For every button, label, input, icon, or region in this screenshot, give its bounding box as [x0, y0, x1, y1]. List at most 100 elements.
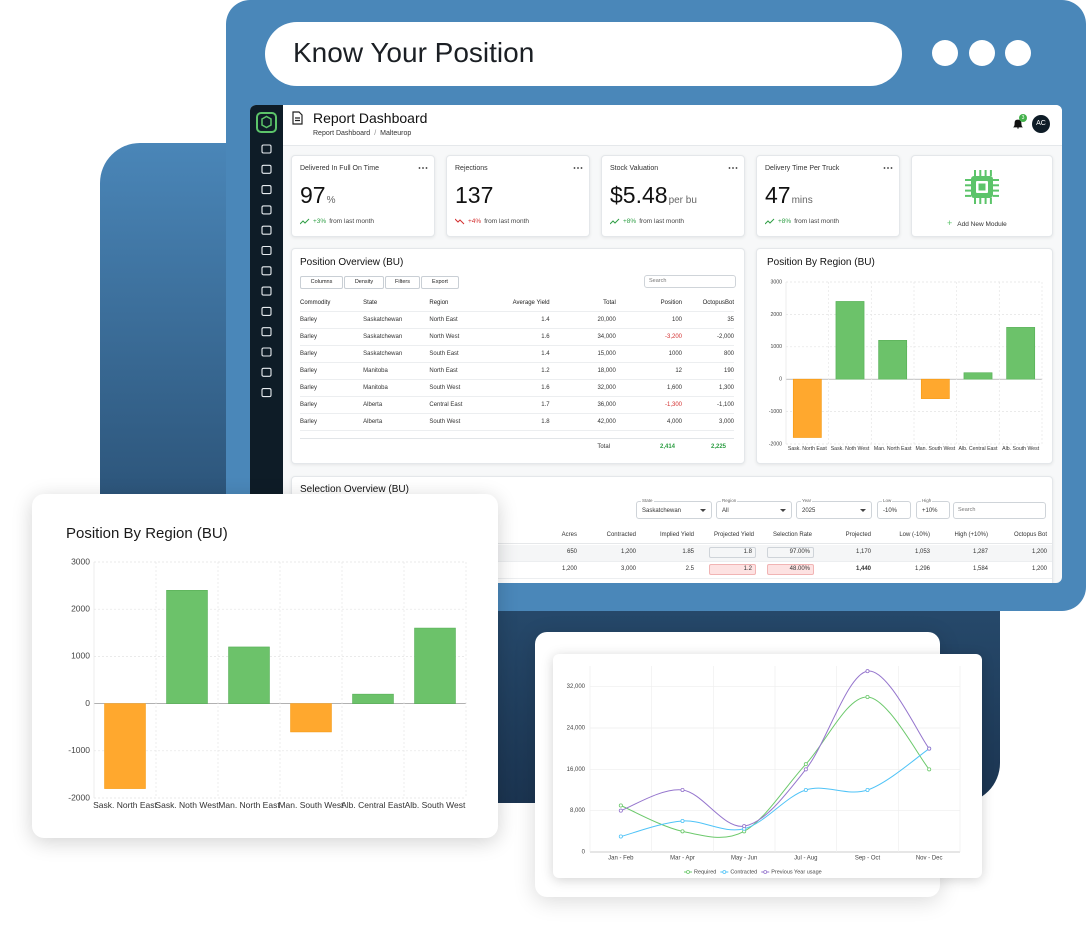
filter-field[interactable]: High +10%	[916, 498, 950, 519]
table-row[interactable]: Barley Saskatchewan South East 1.4 15,000 100…	[300, 345, 734, 363]
table-row[interactable]: Barley Alberta South West 1.8 42,000 4,000 3,0…	[300, 413, 734, 431]
nav-icon[interactable]	[261, 245, 272, 256]
table-cell: 190	[682, 362, 734, 380]
table-cell: 1.2	[490, 362, 550, 380]
kpi-change: +3% from last month	[300, 218, 374, 225]
kpi-label: Rejections	[455, 165, 488, 172]
table-cell: 18,000	[549, 362, 616, 380]
search-box[interactable]: Search	[644, 275, 736, 288]
column-header: State	[363, 295, 430, 312]
filter-field[interactable]: Year 2025	[796, 498, 872, 519]
table-cell: North West	[429, 328, 491, 346]
breadcrumb-item[interactable]: Report Dashboard	[313, 130, 371, 137]
menu-dot	[573, 167, 576, 169]
toolbar-button[interactable]: Filters	[385, 276, 420, 289]
nav-icon[interactable]	[261, 266, 272, 276]
input-cell[interactable]	[767, 547, 814, 558]
toolbar-button[interactable]: Density	[344, 276, 384, 289]
arrow	[860, 509, 866, 512]
menu-dots[interactable]	[728, 166, 738, 170]
column-header: OctopusBot	[682, 295, 734, 312]
legend-label[interactable]: Required	[694, 869, 716, 875]
menu-dots[interactable]	[418, 166, 428, 170]
nav-icon[interactable]	[261, 225, 272, 235]
chip-pin	[965, 179, 971, 181]
nav-icon[interactable]	[261, 388, 272, 398]
input-cell[interactable]	[709, 547, 756, 558]
input-cell[interactable]	[709, 564, 756, 575]
table-row[interactable]: Barley Manitoba South West 1.6 32,000 1,600 1,…	[300, 379, 734, 397]
data-point	[803, 787, 808, 792]
x-tick-label: Man. South West	[278, 800, 344, 810]
table-cell: South West	[429, 379, 491, 397]
table-cell: Saskatchewan	[363, 328, 430, 346]
column-header: Projected Yield	[713, 532, 754, 538]
nav-icon[interactable]	[261, 367, 272, 377]
x-tick-label: Sask. Noth West	[155, 800, 219, 810]
add-module-label: Add New Module	[957, 221, 1007, 228]
table-cell: 1.8	[490, 413, 550, 431]
arrow	[700, 509, 706, 512]
notification-badge: 3	[1019, 114, 1027, 122]
menu-dots[interactable]	[573, 166, 583, 170]
input-cell[interactable]	[767, 564, 814, 575]
legend-marker	[722, 870, 727, 874]
nav-icon[interactable]	[261, 327, 272, 337]
region-chart-card: Position By Region (BU) -2000 -1000 0 1000 20…	[756, 248, 1053, 464]
breadcrumb: Report Dashboard / Malteurop	[313, 130, 411, 137]
nav-icon[interactable]	[261, 205, 272, 215]
legend-label[interactable]: Contracted	[730, 869, 757, 875]
bell-icon[interactable]	[1012, 118, 1024, 130]
data-point	[680, 818, 685, 823]
bell-shape	[1013, 119, 1023, 129]
add-module-card[interactable]: + Add New Module	[911, 155, 1053, 237]
breadcrumb-item[interactable]: Malteurop	[380, 130, 412, 137]
filter-field[interactable]: Region All	[716, 498, 792, 519]
nav-icon[interactable]	[261, 185, 272, 195]
search-box[interactable]: Search	[953, 502, 1046, 519]
table-cell: 3,000	[682, 413, 734, 431]
bar	[228, 646, 270, 704]
nav-icon[interactable]	[261, 144, 272, 154]
line-chart: 0 8,000 16,000 24,000 32,000 Jan - Feb Mar - A…	[567, 666, 961, 875]
table-row[interactable]: Barley Saskatchewan North East 1.4 20,000 100…	[300, 311, 734, 329]
y-tick-label: -2000	[769, 441, 782, 447]
card-title: Selection Overview (BU)	[300, 484, 409, 495]
dropdown-arrow	[700, 509, 706, 512]
toolbar-label: Export	[432, 279, 448, 285]
column-header: Projected	[845, 532, 871, 538]
kpi-value: 97%	[300, 182, 336, 209]
nav-icon[interactable]	[261, 347, 272, 357]
table-row[interactable]: Barley Alberta Central East 1.7 36,000 -1,300…	[300, 396, 734, 414]
data-point	[680, 829, 685, 834]
menu-dots[interactable]	[883, 166, 893, 170]
kpi-card: Delivery Time Per Truck 47mins +8% from las…	[756, 155, 900, 237]
nav-icon[interactable]	[261, 306, 272, 316]
kpi-label: Delivered In Full On Time	[300, 165, 379, 172]
column-header: Implied Yield	[659, 532, 694, 538]
bar	[1006, 327, 1036, 380]
arrow	[780, 509, 786, 512]
filter-field[interactable]: State Saskatchewan	[636, 498, 712, 519]
table-cell: 1,200	[1031, 549, 1047, 555]
y-tick-label: 32,000	[567, 684, 586, 690]
table-row[interactable]: Barley Saskatchewan North West 1.6 34,000 -3,…	[300, 328, 734, 346]
table-cell: 3,000	[620, 566, 636, 572]
chip-pin	[993, 194, 999, 197]
table-cell: South East	[429, 345, 491, 363]
toolbar-button[interactable]: Export	[421, 276, 459, 289]
table-cell: 1,584	[972, 566, 988, 572]
nav-icon[interactable]	[261, 164, 272, 174]
legend-label[interactable]: Previous Year usage	[771, 869, 821, 875]
column-header: Total	[549, 295, 616, 312]
toolbar-button[interactable]: Columns	[300, 276, 343, 289]
column-header: Commodity	[300, 295, 364, 312]
table-cell: 48.00%	[789, 566, 810, 572]
nav-icon[interactable]	[261, 286, 272, 296]
y-tick-label: 24,000	[567, 726, 586, 732]
filter-field[interactable]: Low -10%	[877, 498, 911, 519]
window-dot	[969, 40, 995, 66]
table-row[interactable]: Barley Manitoba North East 1.2 18,000 12 190	[300, 362, 734, 380]
trend-icon	[300, 218, 310, 225]
avatar[interactable]: AC	[1032, 115, 1050, 133]
